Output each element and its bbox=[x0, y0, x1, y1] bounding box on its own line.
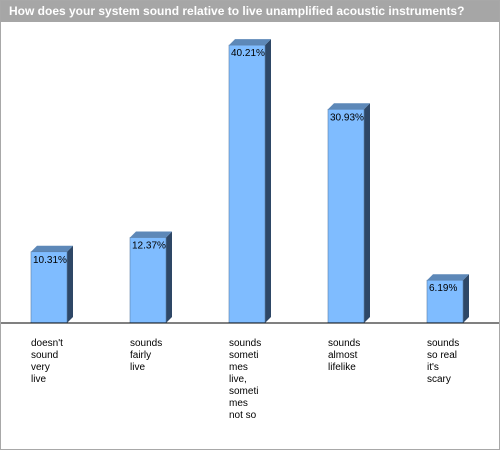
chart-title: How does your system sound relative to l… bbox=[9, 4, 465, 18]
bar-group: 12.37% bbox=[129, 231, 172, 324]
bar-top bbox=[130, 231, 172, 238]
bar-side bbox=[364, 103, 370, 323]
bar-top bbox=[427, 274, 469, 281]
bar-side bbox=[166, 231, 172, 323]
bar-value-label: 40.21% bbox=[231, 48, 265, 59]
bar-value-label: 12.37% bbox=[132, 241, 166, 252]
bar-value-label: 30.93% bbox=[330, 112, 364, 123]
bar-group: 40.21% bbox=[228, 39, 271, 324]
bar-top bbox=[229, 39, 271, 46]
bar bbox=[426, 279, 464, 324]
x-tick-label: sounds someti mes live, someti mes not so bbox=[229, 338, 261, 421]
bar-top bbox=[328, 103, 370, 110]
bar-value-label: 6.19% bbox=[429, 283, 457, 294]
x-tick-label: sounds so real it's scary bbox=[427, 338, 459, 385]
bar-side bbox=[265, 39, 271, 324]
x-tick-label: sounds almost lifelike bbox=[328, 338, 360, 373]
bar-top bbox=[31, 245, 73, 252]
bar bbox=[30, 251, 68, 324]
bar-group: 10.31% bbox=[30, 245, 73, 324]
bar-group: 30.93% bbox=[327, 103, 370, 324]
title-bar: How does your system sound relative to l… bbox=[1, 1, 499, 22]
bar bbox=[327, 108, 365, 324]
bar-side bbox=[463, 274, 469, 323]
x-tick-label: sounds fairly live bbox=[130, 338, 162, 373]
x-tick-label: doesn't sound very live bbox=[31, 338, 63, 385]
bar bbox=[129, 237, 167, 324]
bar-group: 6.19% bbox=[426, 274, 469, 324]
bar-value-label: 10.31% bbox=[33, 255, 67, 266]
bar-side bbox=[67, 245, 73, 323]
bar bbox=[228, 44, 266, 324]
